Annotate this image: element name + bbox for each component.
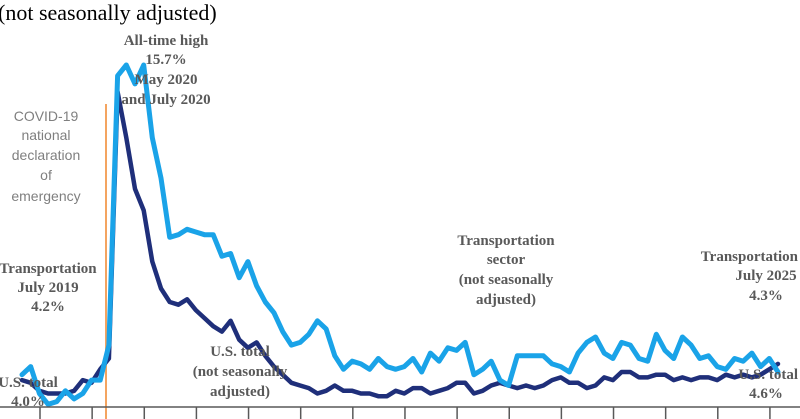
- annotation-peak-line: All-time high: [124, 33, 209, 49]
- annotation-peak: All-time high 15.7% May 2020 and July 20…: [121, 33, 210, 108]
- annotation-peak-line: 15.7%: [145, 52, 186, 68]
- annotation-transport-series-line: adjusted): [476, 292, 536, 308]
- annotation-covid-line: emergency: [11, 188, 80, 204]
- annotation-transport-start: Transportation July 2019 4.2%: [0, 261, 97, 315]
- annotation-transport-end: Transportation July 2025 4.3%: [701, 249, 799, 304]
- annotation-us-start-line: U.S. total: [0, 375, 58, 391]
- annotation-peak-line: and July 2020: [121, 92, 210, 108]
- annotation-covid-line: COVID-19: [14, 108, 79, 124]
- annotation-covid-line: of: [40, 167, 52, 183]
- annotation-us-end-line: U.S. total: [738, 367, 798, 383]
- series-line-us-total: [19, 89, 781, 399]
- annotation-covid-line: declaration: [12, 147, 81, 163]
- annotation-us-start-line: 4.0%: [11, 394, 45, 410]
- annotation-transport-series: Transportation sector (not seasonally ad…: [457, 233, 555, 308]
- annotation-transport-end-line: July 2025: [735, 268, 796, 284]
- annotation-peak-line: May 2020: [135, 72, 198, 88]
- x-axis: [0, 406, 800, 419]
- annotation-covid-line: national: [21, 127, 70, 143]
- annotation-transport-series-line: sector: [487, 252, 526, 268]
- annotation-transport-series-line: Transportation: [457, 233, 555, 249]
- x-axis-ticks: [39, 407, 771, 419]
- annotation-us-start: U.S. total 4.0%: [0, 375, 58, 410]
- annotation-us-end-line: 4.6%: [749, 386, 783, 402]
- annotation-transport-start-line: 4.2%: [31, 299, 65, 315]
- chart-subtitle: (not seasonally adjusted): [0, 0, 217, 25]
- annotation-us-series-line: (not seasonally: [193, 364, 288, 380]
- annotation-us-series: U.S. total (not seasonally adjusted): [193, 344, 288, 400]
- annotation-us-series-line: U.S. total: [210, 344, 270, 360]
- annotation-transport-series-line: (not seasonally: [459, 272, 554, 288]
- annotation-transport-end-line: 4.3%: [749, 288, 783, 304]
- annotation-us-series-line: adjusted): [210, 384, 270, 400]
- series-line-transportation: [19, 62, 781, 407]
- annotation-transport-start-line: July 2019: [17, 280, 78, 296]
- annotation-covid: COVID-19 national declaration of emergen…: [11, 108, 80, 204]
- annotation-transport-start-line: Transportation: [0, 261, 97, 277]
- annotation-us-end: U.S. total 4.6%: [738, 367, 798, 402]
- annotation-transport-end-line: Transportation: [701, 249, 799, 265]
- series-layer: [19, 62, 781, 407]
